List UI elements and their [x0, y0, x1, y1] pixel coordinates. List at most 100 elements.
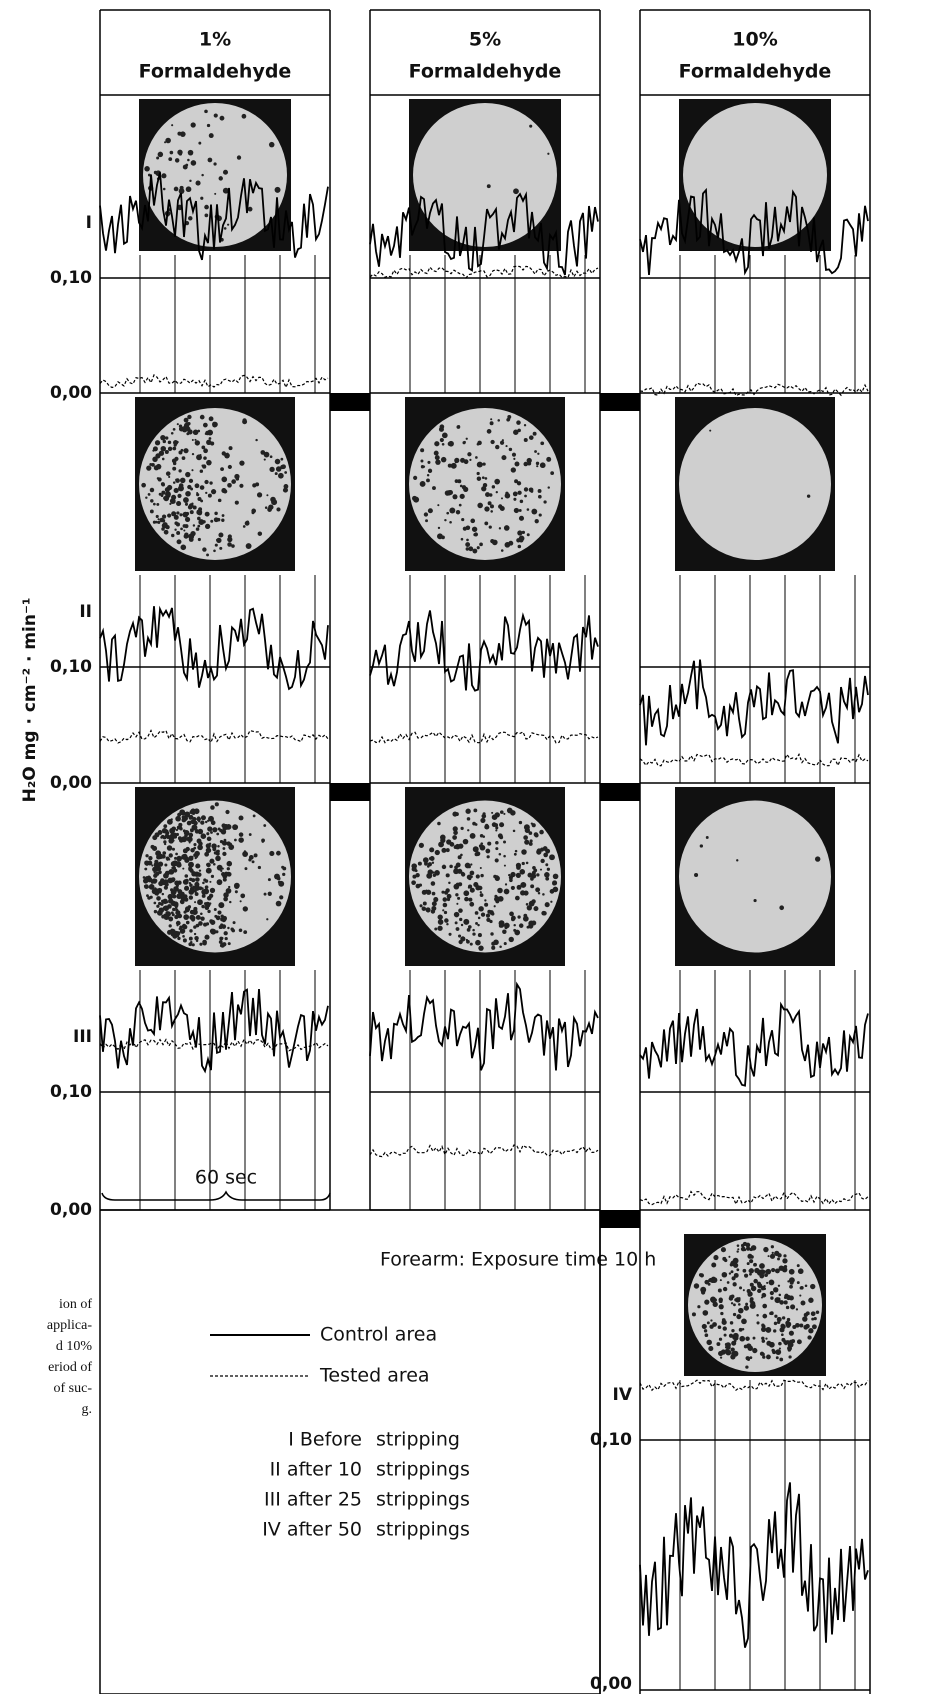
photo-spot	[413, 475, 418, 480]
photo-spot	[163, 914, 170, 920]
photo-spot	[230, 927, 234, 931]
photo-spot	[730, 1302, 734, 1305]
photo-spot	[242, 525, 246, 528]
photo-spot	[179, 513, 183, 517]
photo-spot	[482, 462, 486, 466]
photo-spot	[155, 865, 162, 872]
photo-spot	[536, 465, 539, 468]
separator	[600, 1210, 640, 1228]
photo-spot	[191, 469, 194, 472]
photo-spot	[446, 893, 452, 899]
photo-spot	[485, 492, 490, 498]
photo-spot	[746, 1262, 750, 1266]
photo-spot	[141, 482, 146, 488]
photo-spot	[266, 494, 269, 497]
photo-spot	[756, 1281, 762, 1286]
photo-spot	[705, 836, 709, 839]
photo-spot	[443, 910, 448, 915]
photo-spot	[788, 1268, 795, 1275]
photo-spot	[197, 496, 202, 502]
photo-spot	[469, 887, 475, 893]
photo-spot	[157, 518, 160, 521]
photo-spot	[425, 519, 428, 523]
photo-spot	[168, 494, 171, 497]
photo-spot	[708, 1345, 714, 1352]
photo-spot	[195, 863, 201, 869]
photo-spot	[495, 875, 499, 878]
photo-spot	[721, 1318, 726, 1322]
photo-spot	[204, 851, 210, 857]
photo-spot	[476, 442, 480, 446]
photo-spot	[745, 1246, 751, 1251]
photo-spot	[199, 414, 205, 420]
photo-spot	[748, 1268, 754, 1274]
photo-spot	[515, 895, 520, 901]
photo-spot	[737, 1248, 740, 1251]
photo-spot	[780, 1333, 784, 1337]
photo-spot	[779, 1300, 784, 1305]
photo-spot	[188, 832, 194, 838]
photo-spot	[703, 1329, 708, 1333]
photo-spot	[175, 910, 181, 916]
photo-spot	[519, 869, 526, 875]
photo-spot	[154, 440, 161, 446]
photo-spot	[490, 912, 495, 916]
photo-spot	[711, 1262, 717, 1268]
photo-spot	[161, 490, 166, 495]
photo-disc	[679, 408, 831, 560]
photo-spot	[523, 824, 530, 831]
photo-spot	[220, 829, 227, 835]
photo-spot	[175, 920, 181, 926]
photo-spot	[525, 861, 529, 865]
photo-spot	[499, 945, 502, 948]
photo-spot	[799, 1286, 803, 1290]
photo-spot	[206, 123, 211, 128]
photo-spot	[426, 865, 430, 868]
row-label: II	[79, 602, 92, 622]
photo-spot	[498, 504, 503, 509]
photo-spot	[176, 862, 182, 868]
photo-spot	[213, 862, 216, 866]
photo-spot	[765, 1327, 772, 1333]
column-header: Formaldehyde	[139, 61, 292, 83]
photo-spot	[536, 848, 542, 854]
photo-spot	[226, 867, 230, 871]
photo-spot	[146, 465, 152, 471]
photo-spot	[226, 452, 229, 456]
photo-spot	[491, 811, 494, 814]
photo-spot	[777, 1284, 781, 1287]
photo-spot	[762, 1313, 768, 1319]
photo-spot	[188, 533, 195, 540]
photo-spot	[223, 931, 228, 936]
photo-spot	[208, 815, 214, 822]
photo-spot	[796, 1339, 802, 1345]
photo-spot	[442, 909, 445, 912]
photo-spot	[180, 544, 187, 551]
photo-spot	[742, 1241, 747, 1246]
photo-spot	[439, 437, 444, 443]
photo-spot	[223, 227, 227, 230]
photo-spot	[725, 1345, 728, 1349]
photo-spot	[206, 895, 212, 901]
photo-spot	[204, 213, 209, 218]
photo-spot	[182, 511, 189, 518]
photo-spot	[175, 815, 181, 822]
photo-spot	[276, 507, 281, 512]
photo-spot	[733, 1303, 736, 1307]
photo-spot	[202, 941, 207, 946]
photo-spot	[148, 855, 153, 861]
photo-spot	[186, 820, 192, 826]
photo-spot	[478, 906, 484, 912]
photo-spot	[749, 1297, 754, 1302]
photo-spot	[163, 872, 169, 879]
photo-spot	[153, 465, 159, 471]
photo-spot	[525, 903, 529, 906]
photo-spot	[168, 868, 175, 875]
photo-spot	[532, 431, 537, 436]
photo-spot	[427, 460, 431, 464]
photo-spot	[472, 928, 475, 932]
photo-spot	[490, 539, 495, 544]
photo-spot	[412, 874, 417, 879]
photo-spot	[426, 473, 430, 477]
photo-spot	[761, 1296, 764, 1299]
